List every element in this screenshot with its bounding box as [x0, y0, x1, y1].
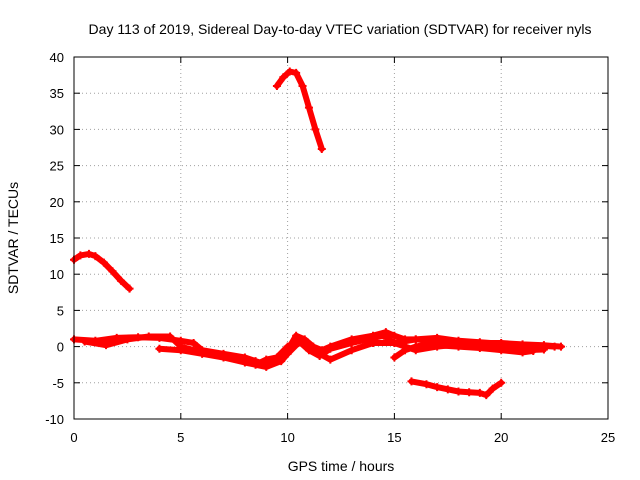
data-point — [76, 251, 85, 260]
data-point — [262, 362, 271, 371]
x-tick-label: 20 — [494, 430, 508, 445]
series-arc-6 — [391, 341, 537, 361]
x-tick-label: 0 — [70, 430, 77, 445]
data-point — [497, 378, 506, 387]
data-point — [550, 342, 559, 351]
data-point — [292, 331, 301, 340]
y-tick-label: 35 — [50, 86, 64, 101]
data-point — [454, 342, 463, 351]
x-axis-label: GPS time / hours — [288, 458, 395, 474]
data-point — [304, 341, 313, 350]
data-point — [166, 332, 175, 341]
y-tick-label: -10 — [45, 412, 64, 427]
data-point — [285, 67, 294, 76]
data-point — [304, 103, 313, 112]
y-tick-label: 10 — [50, 267, 64, 282]
data-point — [518, 341, 527, 350]
data-point — [390, 331, 399, 340]
data-point — [433, 383, 442, 392]
data-point — [411, 342, 420, 351]
x-tick-label: 10 — [280, 430, 294, 445]
data-point — [272, 81, 281, 90]
data-point — [401, 346, 410, 355]
data-point — [443, 385, 452, 394]
data-point — [497, 346, 506, 355]
x-tick-label: 15 — [387, 430, 401, 445]
data-point — [390, 338, 399, 347]
data-point — [240, 358, 249, 367]
data-point — [475, 344, 484, 353]
data-point — [99, 258, 108, 267]
data-point — [311, 125, 320, 134]
data-point — [198, 349, 207, 358]
series-arc-7 — [408, 378, 505, 399]
data-point — [422, 380, 431, 389]
y-tick-label: 15 — [50, 231, 64, 246]
y-tick-label: 0 — [57, 340, 64, 355]
data-point — [189, 338, 198, 347]
x-tick-label: 25 — [601, 430, 615, 445]
data-series — [70, 67, 566, 400]
data-point — [84, 249, 93, 258]
data-point — [422, 340, 431, 349]
data-point — [125, 284, 134, 293]
x-tick-label: 5 — [177, 430, 184, 445]
series-arc-2 — [273, 68, 325, 152]
data-point — [219, 353, 228, 362]
data-point — [277, 357, 286, 366]
data-point — [116, 276, 125, 285]
data-point — [347, 346, 356, 355]
grid — [74, 57, 608, 419]
data-point — [176, 346, 185, 355]
y-tick-label: -5 — [52, 376, 64, 391]
data-point — [317, 144, 326, 153]
data-point — [488, 384, 497, 393]
data-point — [292, 68, 301, 77]
data-point — [529, 346, 538, 355]
y-axis-label: SDTVAR / TECUs — [5, 182, 21, 294]
data-point — [279, 73, 288, 82]
y-tick-label: 20 — [50, 195, 64, 210]
data-point — [465, 388, 474, 397]
y-tick-label: 40 — [50, 50, 64, 65]
data-point — [315, 349, 324, 358]
data-point — [390, 353, 399, 362]
data-point — [433, 333, 442, 342]
data-point — [347, 338, 356, 347]
data-point — [482, 391, 491, 400]
data-point — [518, 348, 527, 357]
chart-title: Day 113 of 2019, Sidereal Day-to-day VTE… — [89, 21, 592, 37]
data-point — [155, 344, 164, 353]
data-point — [123, 335, 132, 344]
axis-ticks: 0 5 10 15 20 25 -10 -5 0 5 10 15 20 25 30 35 40 — [45, 50, 615, 445]
data-point — [379, 331, 388, 340]
y-tick-label: 25 — [50, 159, 64, 174]
data-point — [407, 377, 416, 386]
data-point — [454, 387, 463, 396]
data-point — [326, 344, 335, 353]
data-point — [369, 338, 378, 347]
data-point — [283, 349, 292, 358]
data-point — [298, 81, 307, 90]
data-point — [475, 388, 484, 397]
data-point — [283, 342, 292, 351]
y-tick-label: 30 — [50, 122, 64, 137]
data-point — [91, 252, 100, 261]
data-point — [108, 267, 117, 276]
data-point — [80, 337, 89, 346]
data-point — [102, 341, 111, 350]
data-point — [294, 338, 303, 347]
data-point — [326, 355, 335, 364]
data-point — [144, 332, 153, 341]
data-point — [433, 341, 442, 350]
data-point — [411, 335, 420, 344]
y-tick-label: 5 — [57, 303, 64, 318]
data-point — [539, 341, 548, 350]
data-point — [262, 355, 271, 364]
